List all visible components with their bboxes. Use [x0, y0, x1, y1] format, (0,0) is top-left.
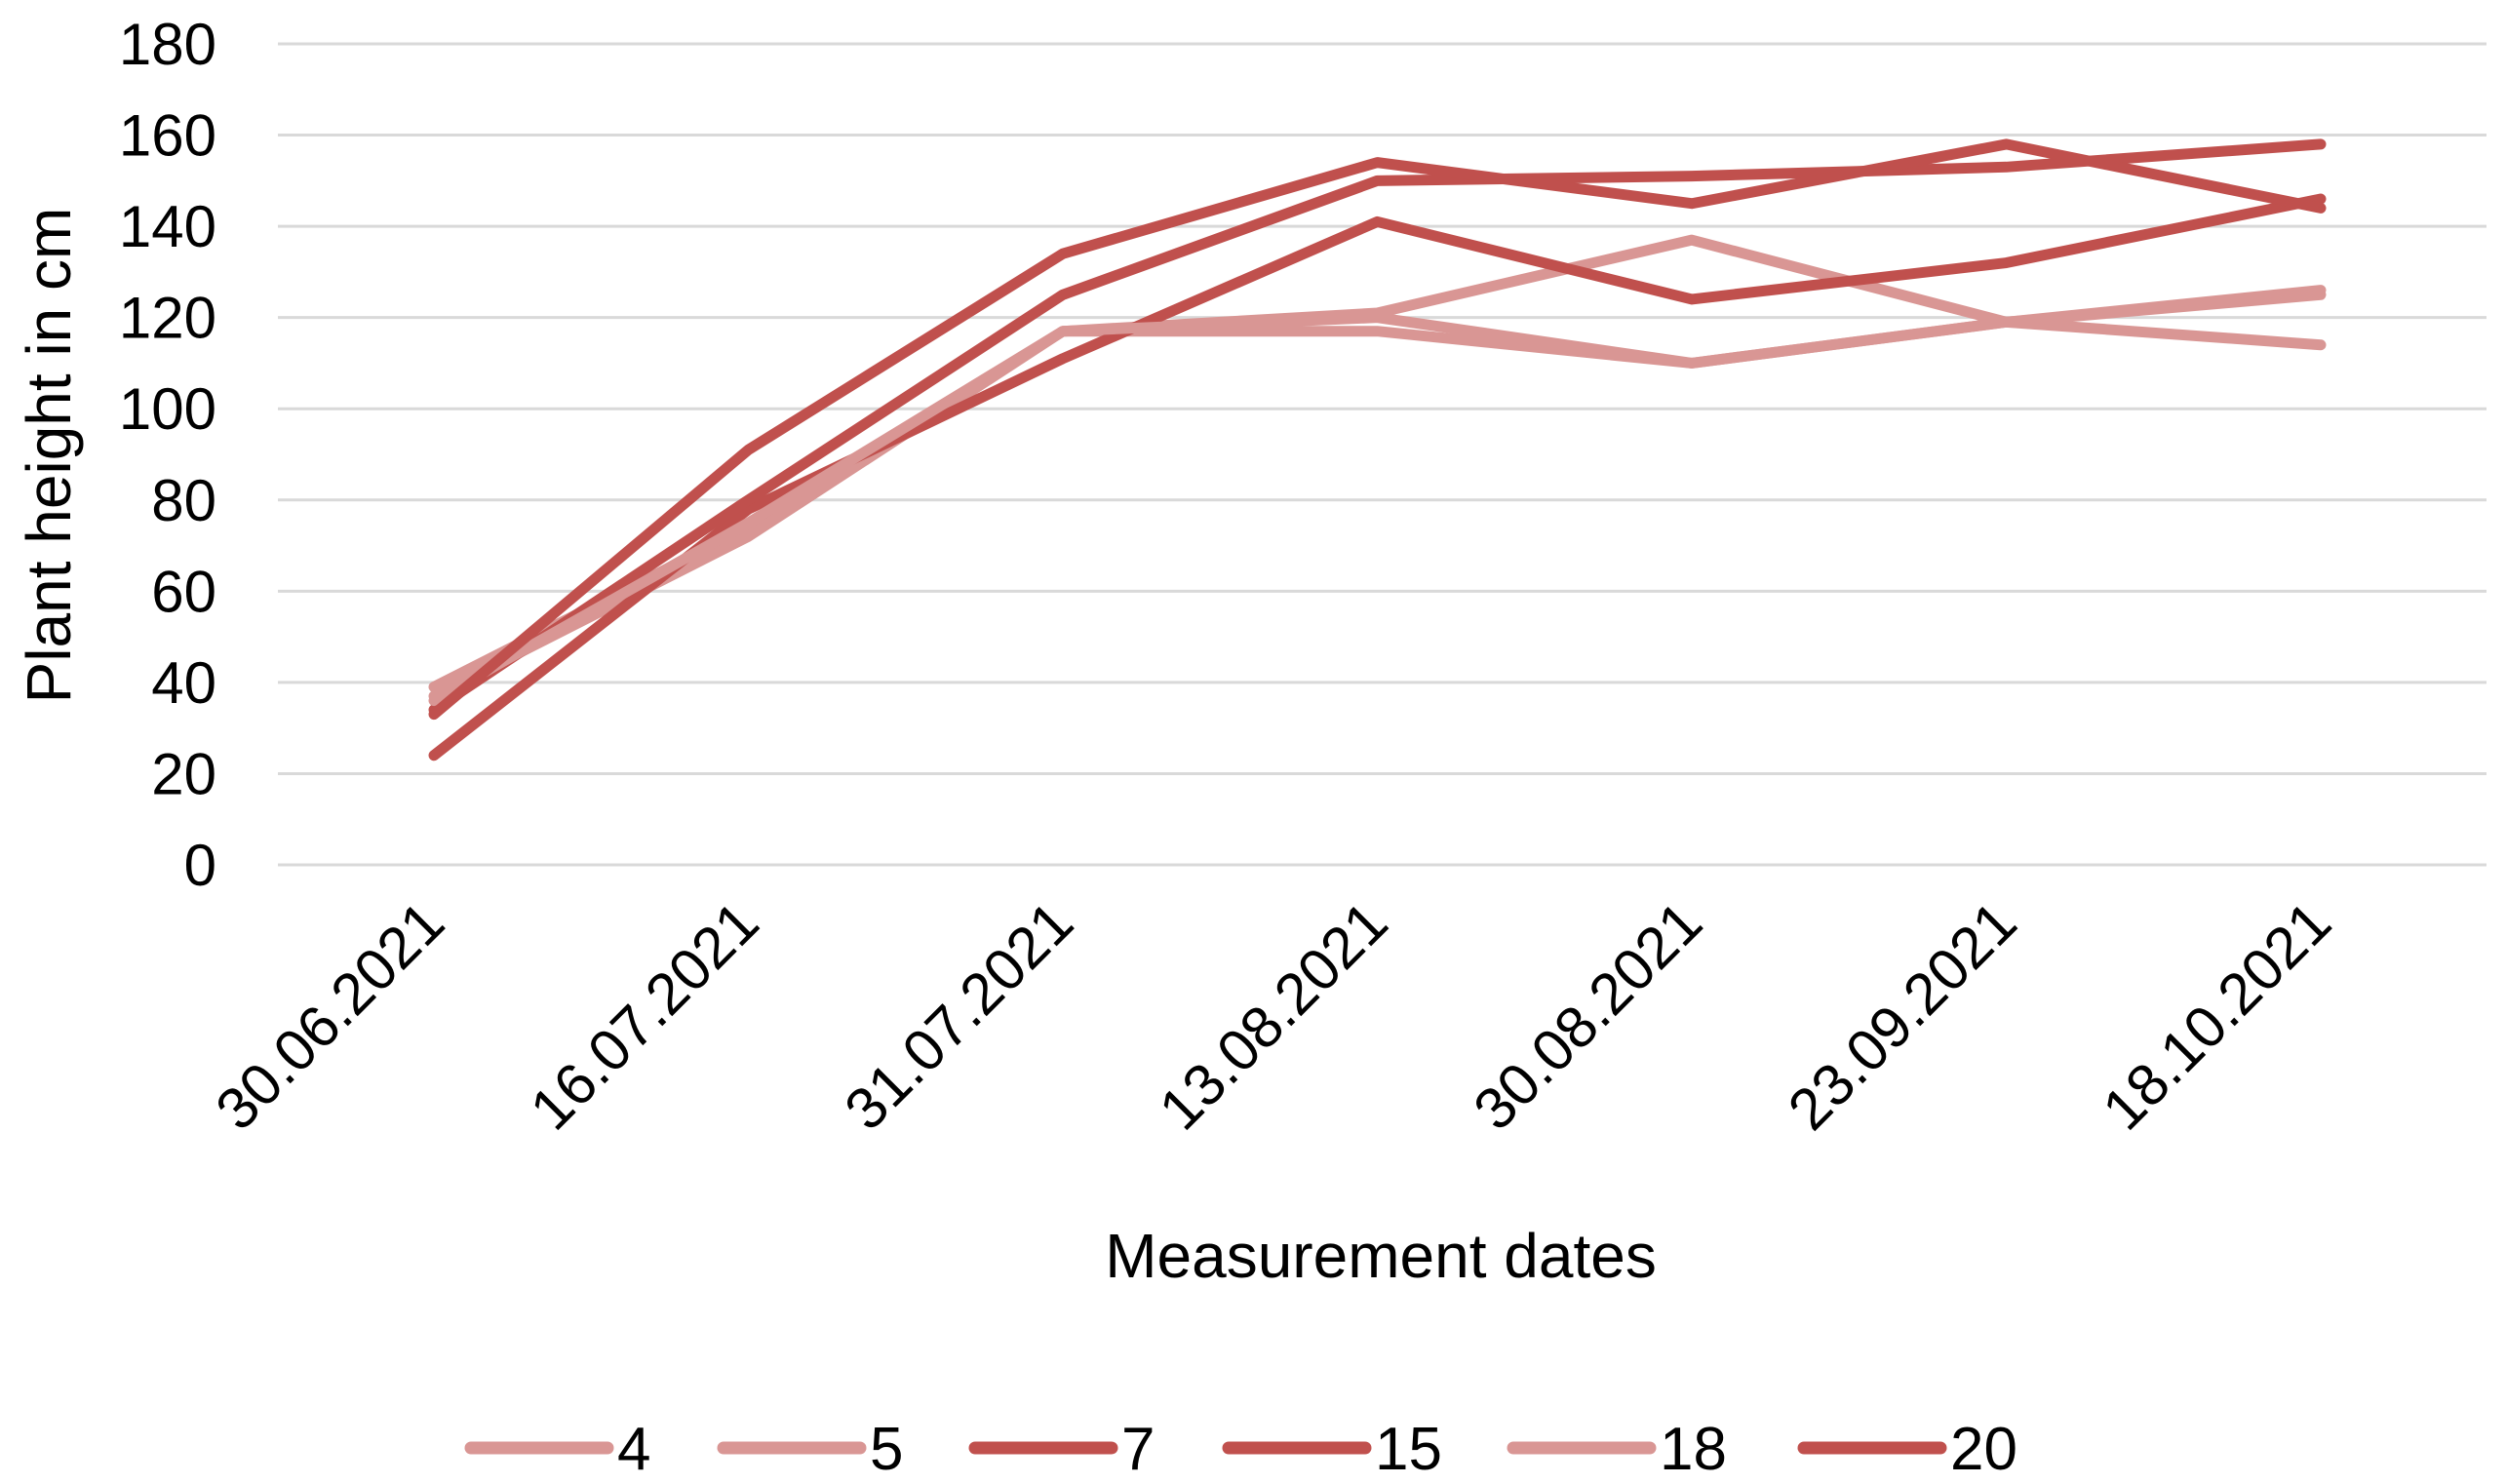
series-line-7 [428, 193, 2327, 762]
y-tick-label: 60 [151, 559, 216, 624]
legend-label-5: 5 [870, 1416, 903, 1483]
x-tick-label: 18.10.2021 [2090, 889, 2343, 1143]
y-tick-label: 160 [119, 103, 216, 169]
series-line-20 [428, 138, 2327, 721]
x-axis-tick-labels: 30.06.2021 16.07.2021 31.07.2021 13.08.2021… [203, 889, 2343, 1143]
x-tick-label: 30.06.2021 [203, 889, 456, 1143]
x-axis-title: Measurement dates [1105, 1221, 1657, 1291]
series-line-4 [428, 285, 2327, 693]
x-tick-label: 31.07.2021 [832, 889, 1085, 1143]
y-tick-label: 20 [151, 741, 216, 806]
legend-label-4: 4 [617, 1416, 650, 1483]
y-tick-label: 180 [119, 12, 216, 77]
legend-label-15: 15 [1375, 1416, 1442, 1483]
y-tick-label: 140 [119, 194, 216, 259]
y-tick-label: 0 [184, 833, 216, 898]
legend: 4 5 7 15 18 20 [464, 1416, 2017, 1483]
x-tick-label: 30.08.2021 [1461, 889, 1714, 1143]
y-tick-label: 80 [151, 468, 216, 533]
series-lines [428, 138, 2327, 762]
series-line-5 [428, 234, 2327, 702]
series-line-15 [428, 138, 2327, 716]
legend-label-7: 7 [1121, 1416, 1155, 1483]
y-axis-title: Plant height in cm [14, 208, 84, 704]
legend-label-18: 18 [1660, 1416, 1727, 1483]
legend-label-20: 20 [1950, 1416, 2017, 1483]
x-tick-label: 16.07.2021 [518, 889, 771, 1143]
y-tick-label: 100 [119, 376, 216, 442]
y-tick-label: 40 [151, 650, 216, 716]
x-tick-label: 13.08.2021 [1147, 889, 1400, 1143]
y-tick-label: 120 [119, 286, 216, 351]
series-line-18 [428, 289, 2327, 707]
x-tick-label: 23.09.2021 [1776, 889, 2029, 1143]
y-axis-tick-labels: 0 20 40 60 80 100 120 140 160 180 [119, 12, 216, 898]
